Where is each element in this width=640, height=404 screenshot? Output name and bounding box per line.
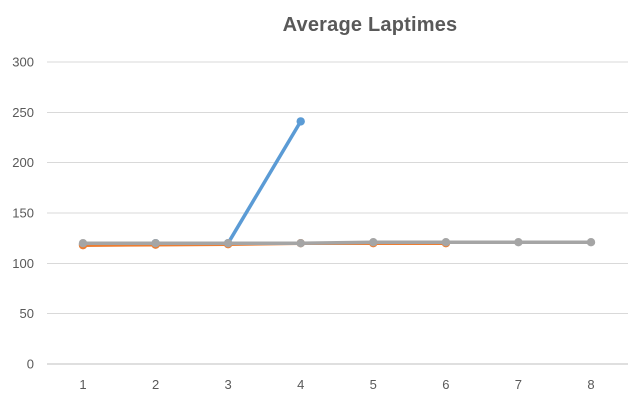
y-tick-label: 0 — [27, 357, 34, 372]
series-line — [81, 119, 303, 246]
gridlines — [47, 61, 628, 365]
x-axis-ticks: 1 2 3 4 5 6 7 8 — [79, 377, 594, 392]
y-tick-label: 200 — [12, 155, 34, 170]
series-line — [81, 240, 593, 245]
x-tick-label: 8 — [587, 377, 594, 392]
series-lines — [78, 117, 596, 250]
data-point — [151, 239, 160, 248]
data-point — [296, 117, 305, 126]
x-tick-label: 2 — [152, 377, 159, 392]
data-point — [78, 239, 88, 248]
series-1 — [78, 117, 305, 249]
data-point — [223, 239, 233, 248]
data-point — [441, 238, 451, 247]
x-tick-label: 7 — [515, 377, 522, 392]
data-point — [586, 238, 596, 247]
y-tick-label: 250 — [12, 105, 34, 120]
x-tick-label: 1 — [79, 377, 86, 392]
y-tick-label: 100 — [12, 256, 34, 271]
y-axis-ticks: 0 50 100 150 200 250 300 — [12, 55, 34, 372]
chart-title: Average Laptimes — [282, 14, 458, 36]
x-tick-label: 5 — [370, 377, 377, 392]
x-tick-label: 6 — [442, 377, 449, 392]
y-tick-label: 50 — [20, 306, 34, 321]
series-3 — [78, 238, 596, 248]
data-point — [514, 238, 523, 247]
y-tick-label: 300 — [12, 55, 34, 70]
data-point — [369, 238, 378, 247]
x-tick-label: 3 — [225, 377, 232, 392]
x-tick-label: 4 — [297, 377, 304, 392]
y-tick-label: 150 — [12, 206, 34, 221]
data-point — [296, 239, 305, 248]
